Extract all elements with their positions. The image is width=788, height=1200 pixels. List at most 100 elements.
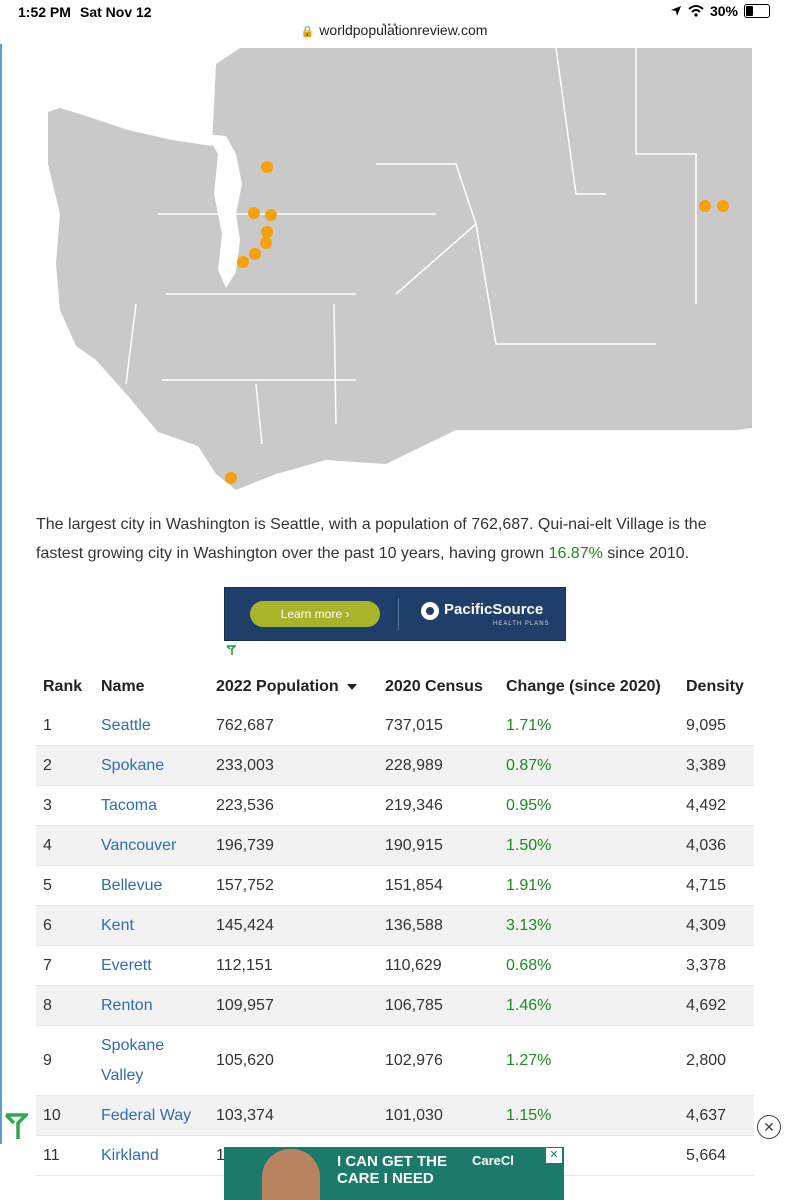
header-2022-population[interactable]: 2022 Population [209, 668, 378, 706]
census-cell: 190,915 [378, 825, 499, 866]
city-link[interactable]: Tacoma [94, 785, 209, 826]
header-name[interactable]: Name [101, 678, 145, 695]
battery-fill [746, 6, 754, 16]
wifi-icon [688, 5, 704, 17]
header-2020-census[interactable]: 2020 Census [385, 678, 483, 695]
density-cell: 4,492 [679, 785, 754, 826]
address-bar[interactable]: 🔒 worldpopulationreview.com [0, 22, 788, 44]
table-row: 7 Everett 112,151 110,629 0.68% 3,378 [36, 945, 754, 986]
city-link[interactable]: Renton [94, 985, 209, 1026]
city-marker [261, 226, 273, 238]
rank-cell: 9 [36, 1025, 94, 1096]
population-cell: 196,739 [209, 825, 378, 866]
ad-choices-icon[interactable] [4, 1113, 31, 1148]
density-cell: 5,664 [679, 1135, 754, 1176]
city-marker [249, 248, 261, 260]
intro-paragraph: The largest city in Washington is Seattl… [36, 510, 756, 568]
cities-table: Rank Name 2022 Population 2020 Census Ch… [36, 668, 754, 1176]
url-text: worldpopulationreview.com [319, 22, 488, 38]
learn-more-button[interactable]: Learn more › [250, 601, 380, 627]
change-cell: 3.13% [499, 905, 679, 946]
change-cell: 1.50% [499, 825, 679, 866]
density-cell: 3,389 [679, 745, 754, 786]
density-cell: 9,095 [679, 706, 754, 746]
change-cell: 1.27% [499, 1025, 679, 1096]
population-cell: 157,752 [209, 865, 378, 906]
change-cell: 0.87% [499, 745, 679, 786]
ad-choices-icon[interactable] [226, 645, 238, 659]
city-link[interactable]: Spokane [94, 745, 209, 786]
table-header-row: Rank Name 2022 Population 2020 Census Ch… [36, 668, 754, 706]
change-cell: 0.95% [499, 785, 679, 826]
header-2022-population-label: 2022 Population [216, 678, 339, 695]
table-row: 10 Federal Way 103,374 101,030 1.15% 4,637 [36, 1095, 754, 1136]
carecredit-ad[interactable]: I CAN GET THE CARE I NEED CareCl ✕ [224, 1147, 564, 1200]
census-cell: 136,588 [378, 905, 499, 946]
rank-cell: 6 [36, 905, 94, 946]
population-cell: 109,957 [209, 985, 378, 1026]
city-link[interactable]: Bellevue [94, 865, 209, 906]
city-marker [699, 200, 711, 212]
header-density[interactable]: Density [686, 678, 744, 695]
page-edge [0, 44, 2, 1144]
city-marker [717, 200, 729, 212]
growth-rate: 16.87% [548, 545, 603, 562]
population-cell: 103,374 [209, 1095, 378, 1136]
multitask-dots[interactable]: ••• [382, 20, 399, 31]
ad-divider [398, 598, 399, 630]
city-marker [248, 207, 260, 219]
city-link[interactable]: Vancouver [94, 825, 209, 866]
city-link[interactable]: Kirkland [94, 1135, 209, 1176]
ad-headline-1: I CAN GET THE [337, 1153, 448, 1170]
ad-close-icon[interactable]: ✕ [546, 1148, 562, 1163]
intro-text: The largest city in Washington is Seattl… [36, 516, 707, 562]
close-icon[interactable]: ✕ [757, 1115, 781, 1139]
density-cell: 4,715 [679, 865, 754, 906]
table-row: 2 Spokane 233,003 228,989 0.87% 3,389 [36, 745, 754, 786]
census-cell: 110,629 [378, 945, 499, 986]
density-cell: 2,800 [679, 1025, 754, 1096]
sort-desc-icon [346, 683, 357, 690]
header-change[interactable]: Change (since 2020) [506, 678, 661, 695]
pacificsource-ad[interactable]: Learn more › PacificSource HEALTH PLANS [224, 587, 566, 641]
table-row: 4 Vancouver 196,739 190,915 1.50% 4,036 [36, 825, 754, 866]
rank-cell: 2 [36, 745, 94, 786]
density-cell: 4,637 [679, 1095, 754, 1136]
rank-cell: 8 [36, 985, 94, 1026]
washington-map [48, 47, 752, 490]
census-cell: 219,346 [378, 785, 499, 826]
change-cell: 1.46% [499, 985, 679, 1026]
ad-brand-sub: HEALTH PLANS [493, 621, 550, 627]
city-link[interactable]: Kent [94, 905, 209, 946]
change-cell: 1.15% [499, 1095, 679, 1136]
census-cell: 228,989 [378, 745, 499, 786]
lock-icon: 🔒 [300, 26, 315, 38]
location-arrow-icon [670, 6, 681, 16]
status-bar: 1:52 PM Sat Nov 12 30% [0, 0, 788, 22]
density-cell: 3,378 [679, 945, 754, 986]
battery-icon [744, 4, 770, 18]
city-marker [265, 209, 277, 221]
city-link[interactable]: Seattle [94, 706, 209, 746]
change-cell: 0.68% [499, 945, 679, 986]
population-cell: 233,003 [209, 745, 378, 786]
table-row: 8 Renton 109,957 106,785 1.46% 4,692 [36, 985, 754, 1026]
density-cell: 4,309 [679, 905, 754, 946]
status-time: 1:52 PM [18, 4, 71, 20]
census-cell: 101,030 [378, 1095, 499, 1136]
table-row: 1 Seattle 762,687 737,015 1.71% 9,095 [36, 706, 754, 746]
population-cell: 105,620 [209, 1025, 378, 1096]
city-link[interactable]: Everett [94, 945, 209, 986]
city-link[interactable]: Federal Way [94, 1095, 209, 1136]
ad-headline-2: CARE I NEED [337, 1170, 434, 1187]
status-date: Sat Nov 12 [80, 4, 152, 20]
city-marker [261, 161, 273, 173]
header-rank[interactable]: Rank [43, 678, 83, 695]
state-shape [48, 48, 752, 490]
city-link[interactable]: Spokane Valley [94, 1025, 209, 1096]
census-cell: 737,015 [378, 706, 499, 746]
change-cell: 1.91% [499, 865, 679, 906]
population-cell: 145,424 [209, 905, 378, 946]
puget-sound [206, 134, 242, 288]
rank-cell: 5 [36, 865, 94, 906]
